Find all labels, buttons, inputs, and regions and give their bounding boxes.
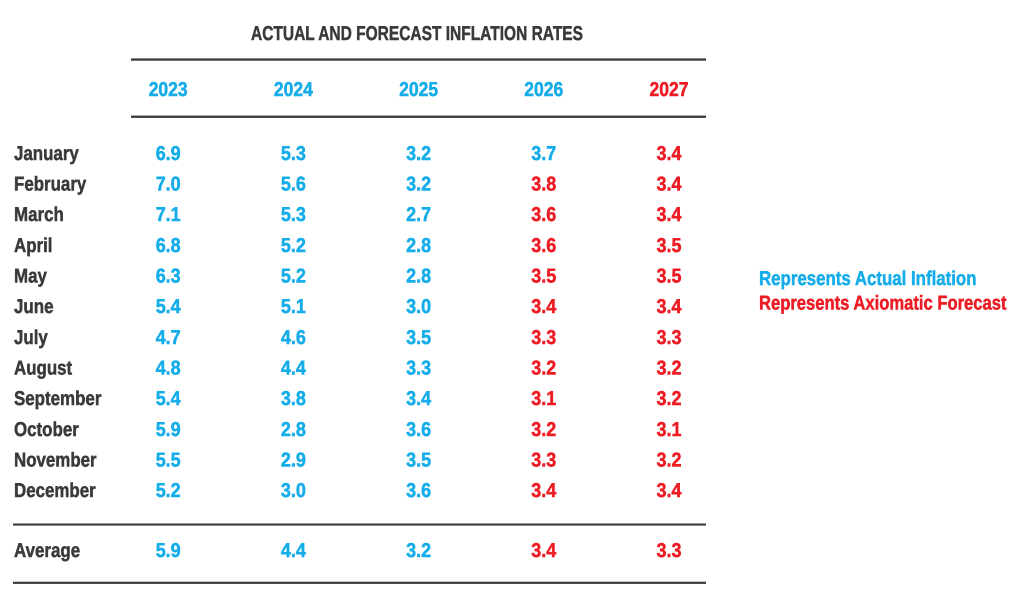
svg-text:3.2: 3.2	[657, 357, 682, 379]
svg-text:3.4: 3.4	[657, 204, 683, 226]
svg-text:6.9: 6.9	[156, 143, 181, 165]
svg-text:2024: 2024	[274, 79, 314, 101]
svg-text:5.1: 5.1	[281, 296, 306, 318]
svg-text:3.5: 3.5	[531, 266, 556, 288]
svg-text:3.7: 3.7	[531, 143, 556, 165]
svg-text:5.4: 5.4	[156, 296, 182, 318]
svg-text:3.1: 3.1	[531, 388, 556, 410]
svg-text:January: January	[14, 143, 80, 165]
svg-text:5.5: 5.5	[156, 449, 181, 471]
svg-text:2.8: 2.8	[406, 235, 431, 257]
svg-text:April: April	[14, 235, 53, 257]
svg-text:5.9: 5.9	[156, 419, 181, 441]
svg-text:5.3: 5.3	[281, 204, 306, 226]
svg-text:3.5: 3.5	[657, 235, 682, 257]
svg-text:3.3: 3.3	[657, 327, 682, 349]
svg-text:5.2: 5.2	[281, 266, 306, 288]
svg-text:3.5: 3.5	[657, 266, 682, 288]
svg-text:3.4: 3.4	[657, 143, 683, 165]
svg-text:3.0: 3.0	[281, 480, 306, 502]
svg-text:Represents Axiomatic Forecast: Represents Axiomatic Forecast	[759, 292, 1007, 314]
svg-text:6.8: 6.8	[156, 235, 181, 257]
svg-text:October: October	[14, 419, 79, 441]
svg-text:2023: 2023	[149, 79, 188, 101]
svg-text:6.3: 6.3	[156, 266, 181, 288]
svg-text:November: November	[14, 449, 97, 471]
svg-text:5.3: 5.3	[281, 143, 306, 165]
svg-text:3.4: 3.4	[531, 540, 557, 562]
svg-text:7.0: 7.0	[156, 174, 181, 196]
svg-text:ACTUAL AND FORECAST INFLATION: ACTUAL AND FORECAST INFLATION RATES	[251, 23, 583, 45]
svg-text:3.2: 3.2	[657, 388, 682, 410]
svg-text:3.2: 3.2	[531, 419, 556, 441]
svg-text:September: September	[14, 388, 102, 410]
svg-text:3.1: 3.1	[657, 419, 682, 441]
svg-text:December: December	[14, 480, 96, 502]
svg-text:3.2: 3.2	[531, 357, 556, 379]
svg-text:August: August	[14, 357, 72, 379]
svg-text:3.6: 3.6	[406, 419, 431, 441]
svg-text:4.6: 4.6	[281, 327, 306, 349]
svg-text:5.9: 5.9	[156, 540, 181, 562]
svg-text:3.2: 3.2	[406, 174, 431, 196]
svg-text:3.4: 3.4	[657, 296, 683, 318]
svg-text:3.6: 3.6	[531, 204, 556, 226]
svg-text:July: July	[14, 327, 49, 349]
svg-text:Represents Actual Inflation: Represents Actual Inflation	[759, 268, 977, 290]
svg-text:3.3: 3.3	[531, 449, 556, 471]
svg-text:2.7: 2.7	[406, 204, 431, 226]
svg-text:3.5: 3.5	[406, 449, 431, 471]
svg-text:4.4: 4.4	[281, 357, 307, 379]
svg-text:4.7: 4.7	[156, 327, 181, 349]
svg-text:5.6: 5.6	[281, 174, 306, 196]
svg-text:June: June	[14, 296, 54, 318]
svg-text:2027: 2027	[650, 79, 689, 101]
svg-text:2025: 2025	[399, 79, 438, 101]
svg-text:3.4: 3.4	[657, 174, 683, 196]
svg-text:5.2: 5.2	[156, 480, 181, 502]
svg-text:Average: Average	[14, 540, 80, 562]
svg-text:3.3: 3.3	[406, 357, 431, 379]
svg-text:4.4: 4.4	[281, 540, 307, 562]
svg-text:3.6: 3.6	[531, 235, 556, 257]
svg-text:3.4: 3.4	[531, 296, 557, 318]
svg-text:3.2: 3.2	[406, 143, 431, 165]
svg-text:May: May	[14, 266, 48, 288]
svg-text:2026: 2026	[524, 79, 563, 101]
svg-text:3.4: 3.4	[406, 388, 432, 410]
svg-text:7.1: 7.1	[156, 204, 181, 226]
svg-text:3.4: 3.4	[531, 480, 557, 502]
svg-text:5.2: 5.2	[281, 235, 306, 257]
svg-text:3.2: 3.2	[657, 449, 682, 471]
svg-text:March: March	[14, 204, 64, 226]
svg-text:3.4: 3.4	[657, 480, 683, 502]
svg-text:3.3: 3.3	[531, 327, 556, 349]
svg-text:3.3: 3.3	[657, 540, 682, 562]
svg-text:5.4: 5.4	[156, 388, 182, 410]
svg-text:February: February	[14, 174, 87, 196]
svg-text:2.8: 2.8	[406, 266, 431, 288]
svg-text:2.8: 2.8	[281, 419, 306, 441]
svg-text:3.0: 3.0	[406, 296, 431, 318]
svg-text:3.8: 3.8	[531, 174, 556, 196]
svg-text:3.8: 3.8	[281, 388, 306, 410]
svg-text:3.2: 3.2	[406, 540, 431, 562]
svg-text:4.8: 4.8	[156, 357, 181, 379]
svg-text:3.6: 3.6	[406, 480, 431, 502]
svg-text:2.9: 2.9	[281, 449, 306, 471]
svg-text:3.5: 3.5	[406, 327, 431, 349]
